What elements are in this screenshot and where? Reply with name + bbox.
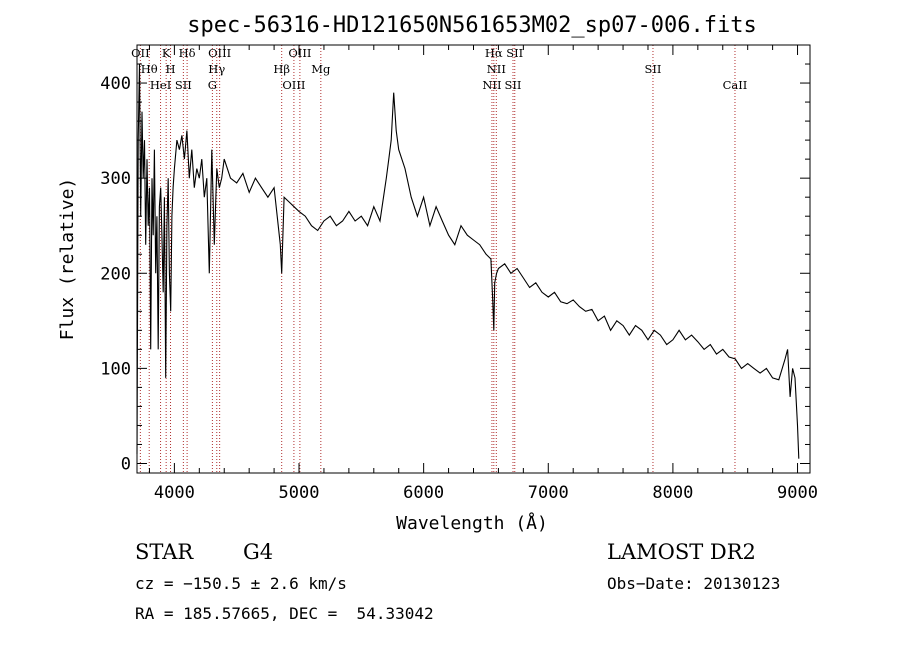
- x-tick-label: 9000: [777, 483, 818, 503]
- x-tick-label: 8000: [652, 483, 693, 503]
- line-label: HeI: [150, 78, 171, 92]
- line-label: SII: [175, 78, 192, 92]
- ra-dec-text: RA = 185.57665, DEC = 54.33042: [135, 604, 434, 623]
- line-label: NII: [487, 62, 506, 76]
- line-markers: [139, 45, 736, 473]
- y-tick-label: 200: [100, 264, 131, 284]
- line-label: Mg: [311, 62, 331, 76]
- line-label: OII: [131, 46, 150, 60]
- y-tick-label: 400: [100, 74, 131, 94]
- line-label: Hα: [485, 46, 503, 60]
- y-axis-label: Flux (relative): [57, 178, 78, 341]
- x-axis-label: Wavelength (Å): [396, 512, 548, 534]
- y-tick-label: 0: [121, 454, 131, 474]
- spectrum-chart: spec-56316-HD121650N561653M02_sp07-006.f…: [57, 13, 818, 534]
- chart-title: spec-56316-HD121650N561653M02_sp07-006.f…: [187, 13, 757, 38]
- line-label: Hβ: [273, 62, 290, 76]
- y-axis-ticks: 0 100 200 300 400: [100, 63, 810, 474]
- line-labels: OIIHθHeIKHSIIHδHγGOIIIHβOIIIOIIIMgNIIHαN…: [131, 46, 747, 92]
- redshift-text: cz = −150.5 ± 2.6 km/s: [135, 574, 347, 593]
- line-label: SII: [644, 62, 661, 76]
- line-label: G: [208, 78, 217, 92]
- survey-name: LAMOST DR2: [607, 540, 756, 564]
- object-subclass: G4: [243, 540, 274, 564]
- x-axis-ticks: 4000 5000 6000 7000 8000 9000: [148, 45, 818, 503]
- line-label: NII: [482, 78, 501, 92]
- x-tick-label: 7000: [528, 483, 569, 503]
- line-label: Hδ: [179, 46, 196, 60]
- line-label: OIII: [208, 46, 231, 60]
- line-label: Hθ: [141, 62, 158, 76]
- y-tick-label: 100: [100, 359, 131, 379]
- x-tick-label: 5000: [279, 483, 320, 503]
- spectrum-line: [136, 63, 800, 459]
- line-label: SII: [505, 78, 522, 92]
- x-tick-label: 6000: [403, 483, 444, 503]
- line-label: OIII: [288, 46, 311, 60]
- line-label: CaII: [723, 78, 748, 92]
- line-label: OIII: [282, 78, 305, 92]
- y-tick-label: 300: [100, 169, 131, 189]
- object-class: STAR: [135, 540, 194, 564]
- obs-date: Obs−Date: 20130123: [607, 574, 781, 593]
- plot-frame: [136, 44, 811, 474]
- line-label: K: [162, 46, 171, 60]
- line-label: H: [166, 62, 176, 76]
- x-tick-label: 4000: [154, 483, 195, 503]
- line-label: Hγ: [208, 62, 225, 76]
- line-label: SII: [506, 46, 523, 60]
